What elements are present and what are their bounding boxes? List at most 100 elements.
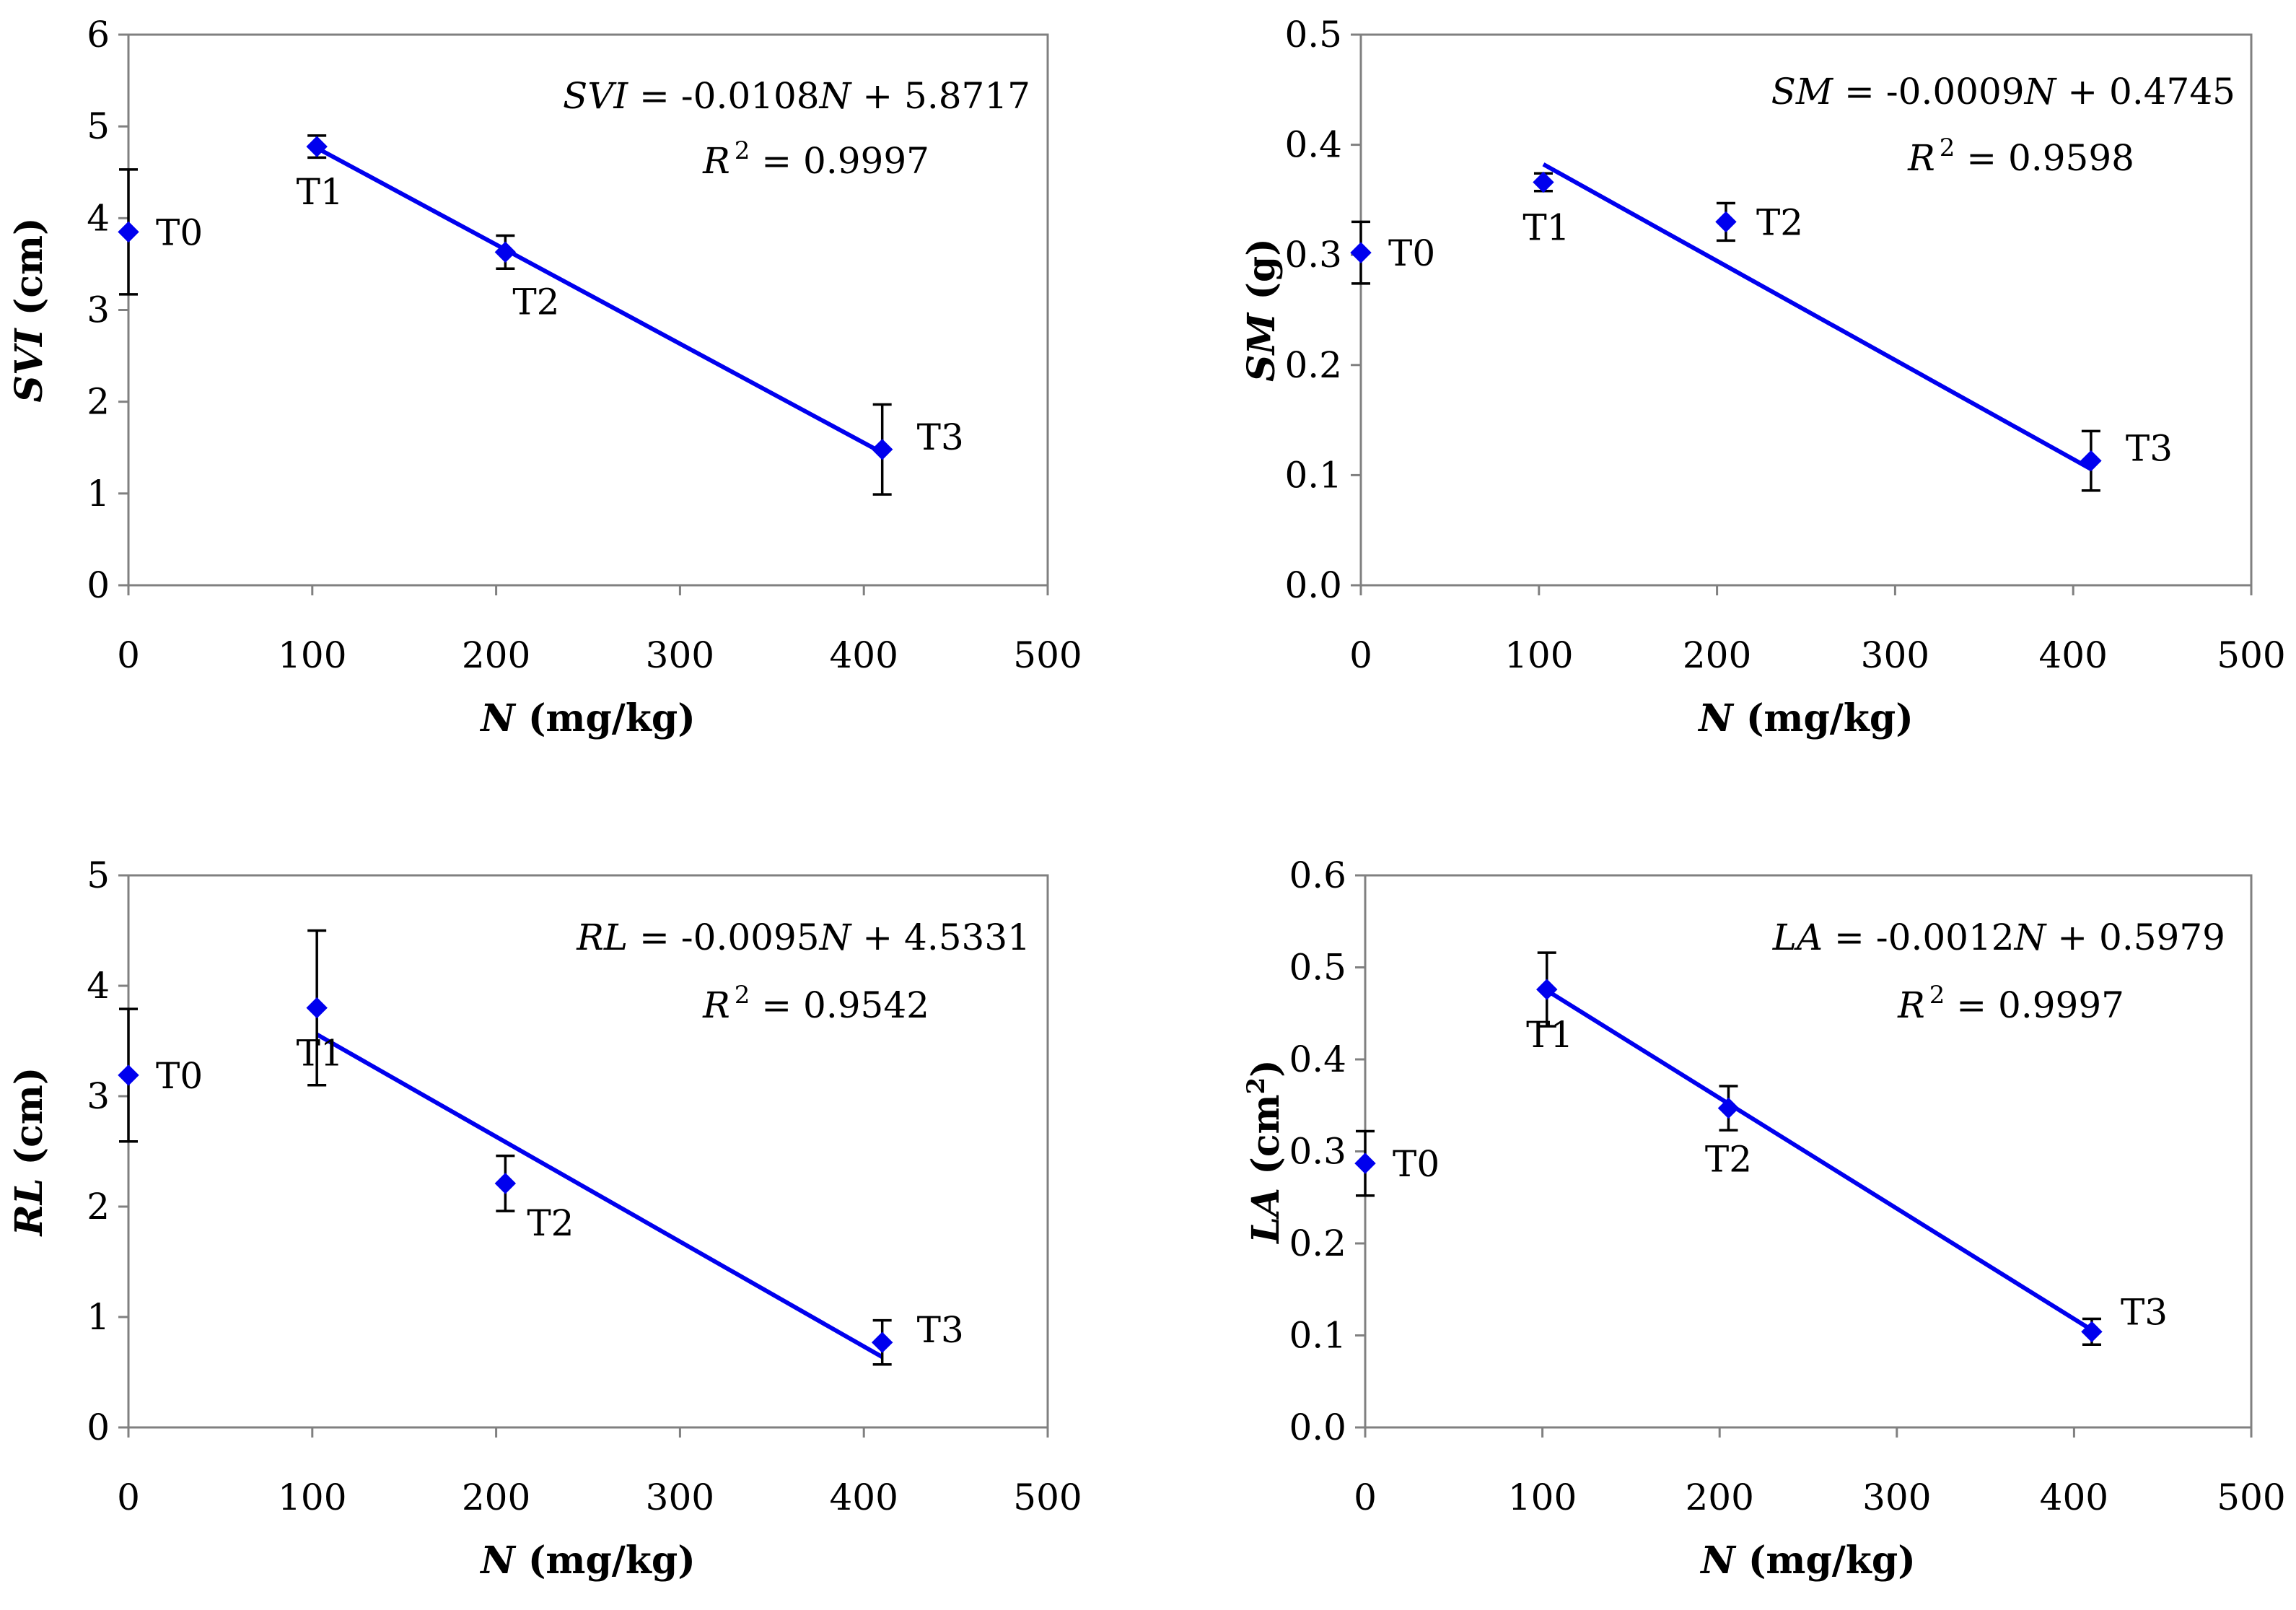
trend-line (1546, 988, 2093, 1332)
data-point-label: T2 (1756, 201, 1803, 243)
data-point-label: T3 (2121, 1291, 2168, 1333)
y-axis-title: SM (g) (1240, 238, 1284, 382)
r-squared-value: = 0.9598 (1955, 137, 2134, 179)
x-tick-label: 400 (2040, 1476, 2108, 1518)
regression-equation: SVI = -0.0108N + 5.8717 (563, 75, 1030, 117)
equation-slope: = -0.0108 (628, 75, 820, 117)
y-tick-label: 0.0 (1284, 564, 1342, 606)
data-point-label: T3 (917, 1309, 964, 1351)
y-tick-label: 5 (87, 105, 110, 147)
x-tick-label: 0 (1354, 1476, 1377, 1518)
x-axis-var: N (479, 1539, 517, 1583)
data-point-marker (2081, 1321, 2103, 1343)
equation-x-var: N (819, 75, 853, 117)
y-tick-label: 1 (87, 473, 110, 515)
chart-panel-svi: 0 1 2 3 4 5 6 0 100 200 300 400 500 N (mg/kg) SVI (cm)… (7, 14, 1082, 740)
r-squared-value: = 0.9997 (1945, 984, 2124, 1026)
y-tick-label: 0 (87, 1406, 110, 1448)
x-tick-label: 200 (462, 1476, 530, 1518)
r-squared-var: R (702, 140, 730, 182)
data-point-label: T3 (2126, 428, 2173, 470)
equation-var: LA (1772, 916, 1823, 958)
y-tick-label: 3 (87, 1075, 110, 1117)
y-tick-label: 4 (87, 965, 110, 1007)
y-tick-label: 5 (87, 854, 110, 896)
x-axis-unit: (mg/kg) (515, 1539, 696, 1583)
y-tick-label: 0.4 (1284, 124, 1342, 166)
y-axis-var: SVI (7, 328, 51, 403)
x-tick-label: 0 (1349, 634, 1372, 676)
data-point-label: T1 (1526, 1014, 1573, 1056)
y-tick-label: 2 (87, 1186, 110, 1228)
equation-x-var: N (2024, 71, 2058, 113)
x-tick-label: 100 (278, 1476, 346, 1518)
data-point-marker (306, 136, 328, 157)
equation-slope: = -0.0095 (628, 916, 820, 958)
x-tick-label: 500 (1013, 1476, 1082, 1518)
regression-equation: RL = -0.0095N + 4.5331 (576, 916, 1030, 958)
data-point-marker (306, 997, 328, 1019)
x-axis-unit: (mg/kg) (1733, 696, 1914, 740)
data-point-marker (1536, 979, 1558, 1000)
r-squared-value: = 0.9542 (750, 984, 929, 1026)
r-squared-var: R (1897, 984, 1925, 1026)
trend-line (315, 146, 884, 455)
y-axis-var: RL (7, 1178, 51, 1238)
y-tick-label: 0.3 (1289, 1131, 1346, 1173)
data-point-marker (871, 439, 893, 460)
data-point-marker (118, 1064, 139, 1086)
chart-panel-la: 0.0 0.1 0.2 0.3 0.4 0.5 0.6 0 100 200 300 400 500 N (… (1242, 854, 2286, 1583)
data-point-label: T0 (1388, 232, 1435, 274)
equation-var: RL (576, 916, 628, 958)
equation-var: SM (1771, 71, 1834, 113)
x-tick-label: 200 (1683, 634, 1751, 676)
x-tick-label: 500 (1013, 634, 1082, 676)
data-point-marker (1717, 1097, 1740, 1119)
y-tick-label: 0.5 (1289, 947, 1346, 989)
data-point-label: T2 (1705, 1139, 1752, 1181)
data-point-label: T1 (297, 1033, 343, 1075)
data-point-label: T1 (297, 171, 343, 213)
x-tick-label: 400 (829, 1476, 898, 1518)
x-tick-label: 300 (646, 634, 714, 676)
y-tick-label: 0.3 (1284, 234, 1342, 276)
x-tick-label: 200 (462, 634, 530, 676)
y-tick-label: 3 (87, 289, 110, 331)
y-axis-var: LA (1244, 1188, 1288, 1245)
data-point-label: T3 (917, 416, 964, 458)
data-point-marker (494, 1173, 517, 1194)
x-tick-label: 500 (2217, 634, 2285, 676)
y-tick-label: 0.1 (1284, 454, 1342, 496)
equation-slope: = -0.0012 (1823, 916, 2015, 958)
data-point-label: T2 (512, 281, 559, 323)
x-axis-title: N (mg/kg) (479, 696, 696, 740)
x-tick-label: 200 (1685, 1476, 1753, 1518)
y-tick-label: 0.6 (1289, 854, 1346, 896)
x-tick-label: 300 (1862, 1476, 1931, 1518)
r-squared-sup: 2 (1940, 134, 1955, 162)
data-point-marker (871, 1331, 893, 1353)
y-tick-label: 2 (87, 381, 110, 423)
r-squared-sup: 2 (1929, 981, 1945, 1010)
data-point-label: T2 (527, 1202, 574, 1244)
r-squared-value: = 0.9997 (750, 140, 929, 182)
x-axis-var: N (1699, 1539, 1737, 1583)
y-axis-unit-close: ) (1244, 1059, 1288, 1077)
x-axis-var: N (1697, 696, 1735, 740)
data-point-marker (494, 241, 517, 263)
y-axis-unit: (cm (1244, 1094, 1288, 1187)
x-tick-label: 400 (2038, 634, 2107, 676)
x-axis-var: N (479, 696, 517, 740)
x-axis-unit: (mg/kg) (515, 696, 696, 740)
x-tick-label: 100 (278, 634, 346, 676)
equation-intercept: + 0.5979 (2046, 916, 2225, 958)
trend-line (315, 1032, 884, 1359)
equation-intercept: + 0.4745 (2056, 71, 2235, 113)
x-tick-label: 300 (646, 1476, 714, 1518)
y-axis-var: SM (1240, 312, 1284, 382)
y-tick-label: 0.4 (1289, 1038, 1346, 1080)
